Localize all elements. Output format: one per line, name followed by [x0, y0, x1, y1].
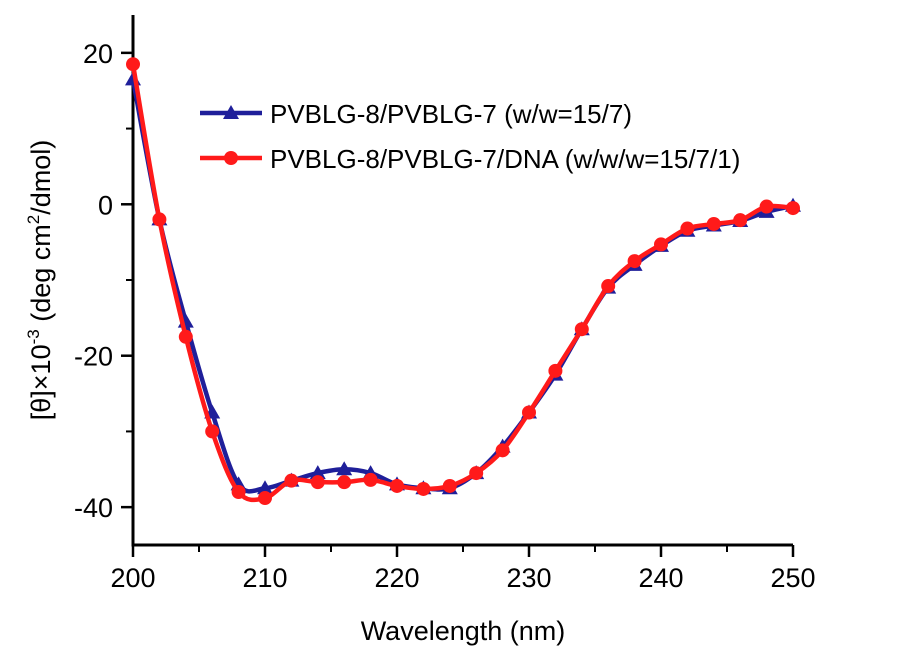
x-tick-label: 200 [110, 563, 155, 593]
series-2-point [205, 424, 220, 439]
series-2-point [786, 201, 800, 216]
legend-label: PVBLG-8/PVBLG-7 (w/w=15/7) [270, 99, 632, 129]
series-2-point [126, 57, 140, 72]
series-2-point [231, 485, 246, 499]
series-2-point [627, 254, 642, 269]
series-2-point [310, 475, 325, 490]
series-2-point [390, 478, 404, 493]
series-2-line [130, 61, 796, 503]
series-2-point [284, 473, 299, 488]
series-2 [126, 57, 800, 506]
y-axis-title-exp2: 2 [24, 215, 43, 224]
series-2-point [680, 221, 695, 236]
legend-swatch-marker [223, 105, 239, 119]
series-2-point [574, 322, 589, 337]
x-axis-title: Wavelength (nm) [361, 616, 566, 646]
legend-item-2: PVBLG-8/PVBLG-7/DNA (w/w/w=15/7/1) [200, 144, 740, 174]
y-tick-label: -20 [74, 342, 113, 372]
series-2-point [152, 212, 167, 227]
series-1-point [336, 461, 353, 476]
series-2-point [337, 475, 352, 490]
ticks [121, 51, 795, 557]
series-2-point [706, 216, 721, 231]
x-tick-label: 240 [638, 563, 683, 593]
x-tick-label: 220 [374, 563, 419, 593]
series-2-point [416, 481, 431, 496]
series-2-point [258, 491, 272, 506]
legend-item-1: PVBLG-8/PVBLG-7 (w/w=15/7) [200, 99, 632, 129]
series-2-point [363, 472, 378, 487]
series-2-point [654, 237, 668, 252]
series-2-point [522, 405, 536, 420]
y-axis-title: [θ]×10-3 (deg cm2/dmol) [24, 140, 56, 420]
y-axis-title-middle: (deg cm [26, 224, 56, 329]
y-tick-label: 20 [83, 39, 113, 69]
y-tick-label: -40 [74, 493, 113, 523]
series-2-point [469, 466, 484, 481]
series-2-point [495, 443, 510, 458]
x-tick-label: 250 [770, 563, 815, 593]
series-2-point [442, 478, 457, 493]
series-1-line [130, 77, 796, 494]
series-2-point [733, 213, 748, 228]
series-1-point [257, 480, 273, 495]
y-axis-title-suffix: /dmol) [26, 140, 56, 215]
series-layer [125, 57, 801, 506]
series-2-point [601, 279, 616, 294]
x-tick-label: 230 [506, 563, 551, 593]
series-1-point [309, 465, 326, 480]
y-tick-label: 0 [98, 190, 113, 220]
series-2-point [178, 329, 193, 344]
y-axis-title-exp1: -3 [24, 329, 43, 344]
y-axis-title-prefix: [θ]×10 [26, 344, 56, 420]
series-2-point [759, 199, 774, 214]
legend: PVBLG-8/PVBLG-7 (w/w=15/7) PVBLG-8/PVBLG-… [200, 99, 740, 174]
legend-swatch-marker [224, 151, 238, 165]
legend-label: PVBLG-8/PVBLG-7/DNA (w/w/w=15/7/1) [270, 144, 740, 174]
series-1 [125, 71, 801, 495]
x-tick-label: 210 [242, 563, 287, 593]
series-2-point [548, 363, 563, 378]
